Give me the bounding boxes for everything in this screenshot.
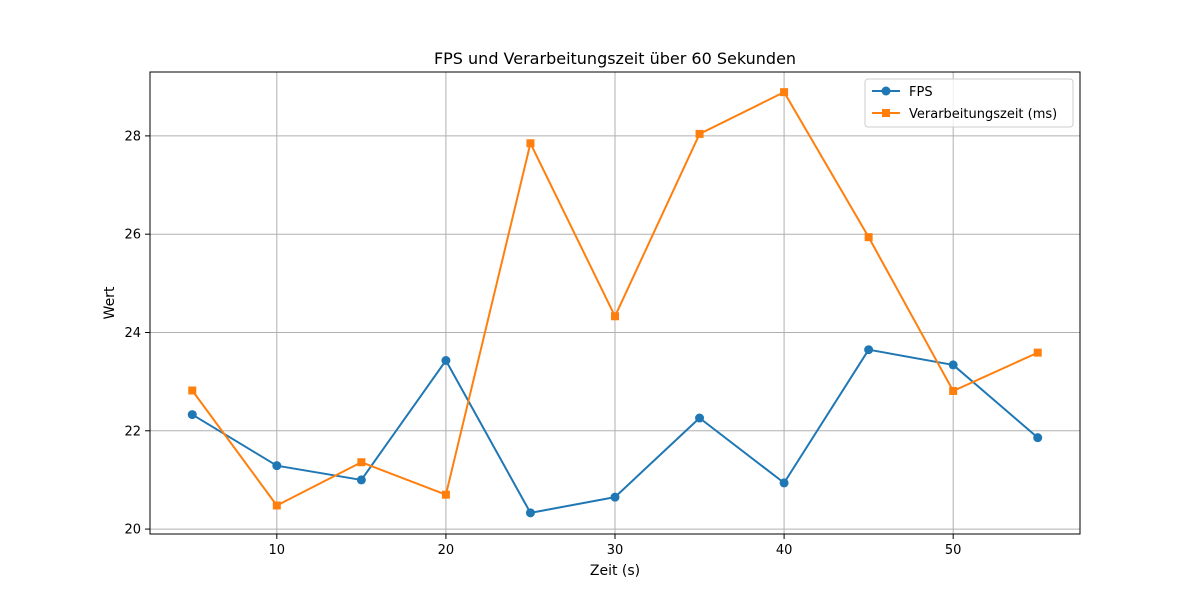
y-tick-label: 26 — [124, 228, 141, 243]
y-tick-label: 28 — [124, 129, 141, 144]
data-point-verarbeitungszeit-ms — [864, 233, 873, 242]
data-point-fps — [695, 413, 705, 423]
x-axis-label: Zeit (s) — [590, 563, 640, 579]
x-tick-label: 30 — [607, 543, 624, 558]
legend-marker-fps — [881, 86, 891, 96]
data-point-verarbeitungszeit-ms — [1033, 348, 1042, 357]
data-point-fps — [272, 461, 282, 471]
data-point-verarbeitungszeit-ms — [611, 312, 619, 321]
data-point-verarbeitungszeit-ms — [695, 129, 704, 138]
x-tick-label: 50 — [945, 543, 962, 558]
data-point-fps — [441, 356, 451, 366]
data-point-verarbeitungszeit-ms — [357, 458, 366, 467]
data-point-verarbeitungszeit-ms — [949, 386, 958, 395]
data-point-fps — [187, 410, 197, 420]
legend: FPS Verarbeitungszeit (ms) — [864, 78, 1074, 128]
data-point-fps — [1033, 433, 1043, 443]
x-tick-label: 40 — [776, 543, 793, 558]
grid — [150, 72, 1080, 534]
y-axis-label: Wert — [102, 286, 118, 319]
legend-label-fps: FPS — [909, 85, 933, 100]
x-tick-label: 20 — [438, 543, 455, 558]
data-point-verarbeitungszeit-ms — [272, 501, 281, 510]
data-point-fps — [356, 475, 366, 485]
data-point-fps — [779, 478, 789, 488]
y-tick-label: 20 — [124, 523, 141, 538]
data-point-verarbeitungszeit-ms — [780, 88, 789, 97]
data-point-fps — [610, 492, 620, 502]
axis-ticks: 10 20 30 40 50 20 22 24 26 28 — [124, 129, 961, 558]
data-point-verarbeitungszeit-ms — [526, 139, 535, 148]
x-tick-label: 10 — [269, 543, 286, 558]
y-tick-label: 24 — [124, 326, 141, 341]
data-point-verarbeitungszeit-ms — [441, 490, 450, 499]
legend-label-verarbeitungszeit: Verarbeitungszeit (ms) — [909, 107, 1057, 122]
data-point-fps — [948, 360, 958, 370]
data-point-fps — [864, 345, 874, 355]
legend-frame — [864, 78, 1074, 128]
data-point-fps — [525, 508, 535, 518]
legend-marker-verarbeitungszeit — [882, 109, 890, 117]
y-tick-label: 22 — [124, 424, 141, 439]
series-layer — [187, 88, 1043, 518]
data-point-verarbeitungszeit-ms — [188, 386, 197, 395]
chart-title: FPS und Verarbeitungszeit über 60 Sekund… — [434, 49, 796, 68]
